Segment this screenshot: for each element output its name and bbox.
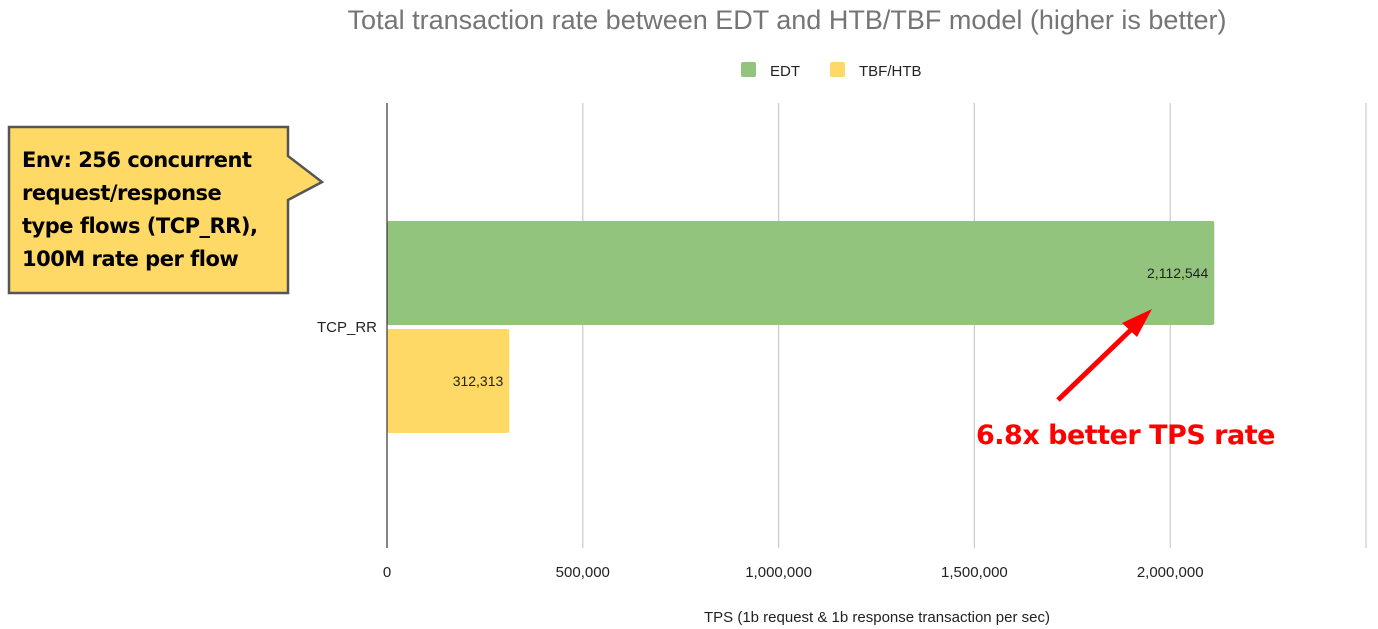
legend-swatch <box>741 62 756 77</box>
legend-label: EDT <box>770 63 800 80</box>
x-axis-title: TPS (1b request & 1b response transactio… <box>704 609 1050 626</box>
x-tick-label: 0 <box>383 564 391 581</box>
improvement-annotation: 6.8x better TPS rate <box>976 420 1275 451</box>
bar-edt <box>387 221 1215 325</box>
category-label: TCP_RR <box>317 319 377 336</box>
gridlines: 0 500,000 1,000,000 1,500,000 2,000,000 <box>383 103 1367 581</box>
bars: 2,112,544 312,313 <box>387 221 1215 433</box>
callout-bubble <box>7 125 325 295</box>
data-label: 312,313 <box>453 373 504 389</box>
x-tick-label: 500,000 <box>556 564 610 581</box>
data-label: 2,112,544 <box>1147 265 1208 281</box>
env-callout-text: Env: 256 concurrent request/response typ… <box>22 148 258 271</box>
x-tick-label: 2,000,000 <box>1137 564 1204 581</box>
bar-tbfhtb <box>387 329 510 433</box>
legend-swatch <box>830 62 845 77</box>
legend: EDT TBF/HTB <box>741 62 922 80</box>
chart-title: Total transaction rate between EDT and H… <box>348 5 1227 35</box>
x-tick-label: 1,000,000 <box>745 564 812 581</box>
arrow-icon <box>1056 309 1152 402</box>
legend-label: TBF/HTB <box>859 63 922 80</box>
x-tick-label: 1,500,000 <box>941 564 1008 581</box>
